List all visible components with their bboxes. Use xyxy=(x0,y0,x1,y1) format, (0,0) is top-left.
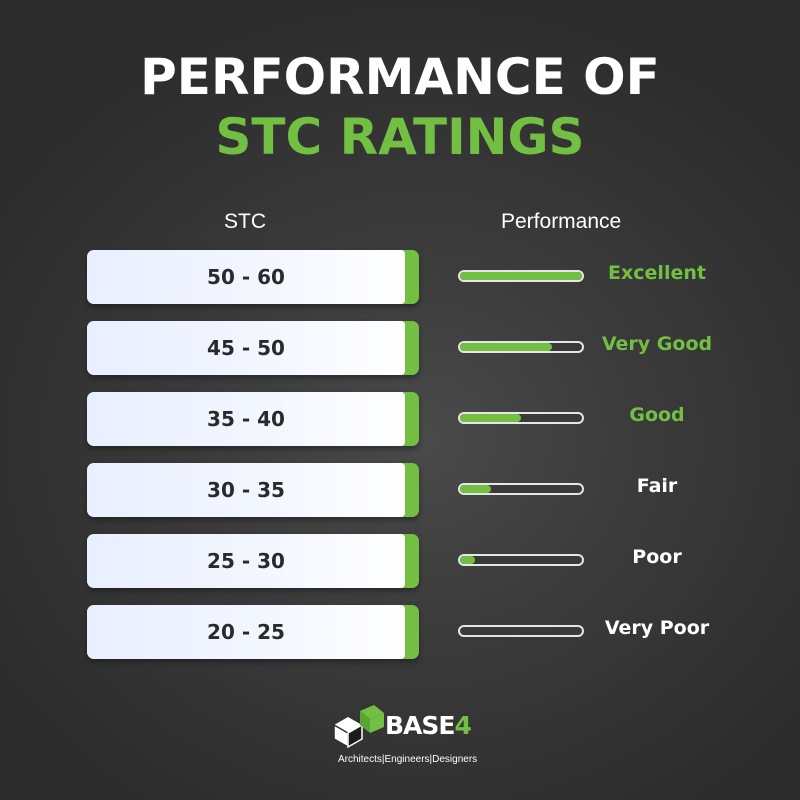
performance-bar-fill xyxy=(460,272,582,280)
stc-range-value: 50 - 60 xyxy=(87,250,405,304)
performance-bar xyxy=(458,341,584,353)
stc-range-value: 30 - 35 xyxy=(87,463,405,517)
performance-label: Poor xyxy=(632,546,682,568)
performance-label: Good xyxy=(629,404,685,426)
logo-wordmark: BASE4 xyxy=(385,711,472,740)
rating-row: 20 - 25 Very Poor xyxy=(0,605,800,663)
rating-row: 35 - 40 Good xyxy=(0,392,800,450)
performance-label: Very Poor xyxy=(604,617,710,639)
stc-range-card: 20 - 25 xyxy=(87,605,419,659)
stc-range-value: 25 - 30 xyxy=(87,534,405,588)
stc-range-card: 50 - 60 xyxy=(87,250,419,304)
performance-label: Fair xyxy=(636,475,678,497)
stc-range-card: 30 - 35 xyxy=(87,463,419,517)
stc-range-value: 45 - 50 xyxy=(87,321,405,375)
stc-range-value: 35 - 40 xyxy=(87,392,405,446)
performance-bar xyxy=(458,554,584,566)
performance-bar-fill xyxy=(460,485,491,493)
logo-cube-icon xyxy=(333,705,384,749)
title-line-1: PERFORMANCE OF xyxy=(140,48,660,106)
performance-bar-fill xyxy=(460,414,521,422)
title-line-2: STC RATINGS xyxy=(215,108,585,166)
performance-bar-fill xyxy=(460,556,475,564)
rating-row: 25 - 30 Poor xyxy=(0,534,800,592)
stc-range-card: 35 - 40 xyxy=(87,392,419,446)
rating-row: 45 - 50 Very Good xyxy=(0,321,800,379)
base4-logo: BASE4 Architects|Engineers|Designers xyxy=(330,705,480,773)
rating-row: 50 - 60 Excellent xyxy=(0,250,800,308)
stc-range-card: 25 - 30 xyxy=(87,534,419,588)
stc-range-card: 45 - 50 xyxy=(87,321,419,375)
performance-bar-fill xyxy=(460,343,552,351)
performance-column-header: Performance xyxy=(501,210,622,233)
rating-row: 30 - 35 Fair xyxy=(0,463,800,521)
performance-bar xyxy=(458,270,584,282)
stc-column-header: STC xyxy=(224,210,266,233)
logo-tagline: Architects|Engineers|Designers xyxy=(338,754,478,765)
performance-bar xyxy=(458,483,584,495)
performance-label: Excellent xyxy=(608,262,706,284)
performance-label: Very Good xyxy=(601,333,713,355)
performance-bar xyxy=(458,412,584,424)
stc-range-value: 20 - 25 xyxy=(87,605,405,659)
performance-bar xyxy=(458,625,584,637)
